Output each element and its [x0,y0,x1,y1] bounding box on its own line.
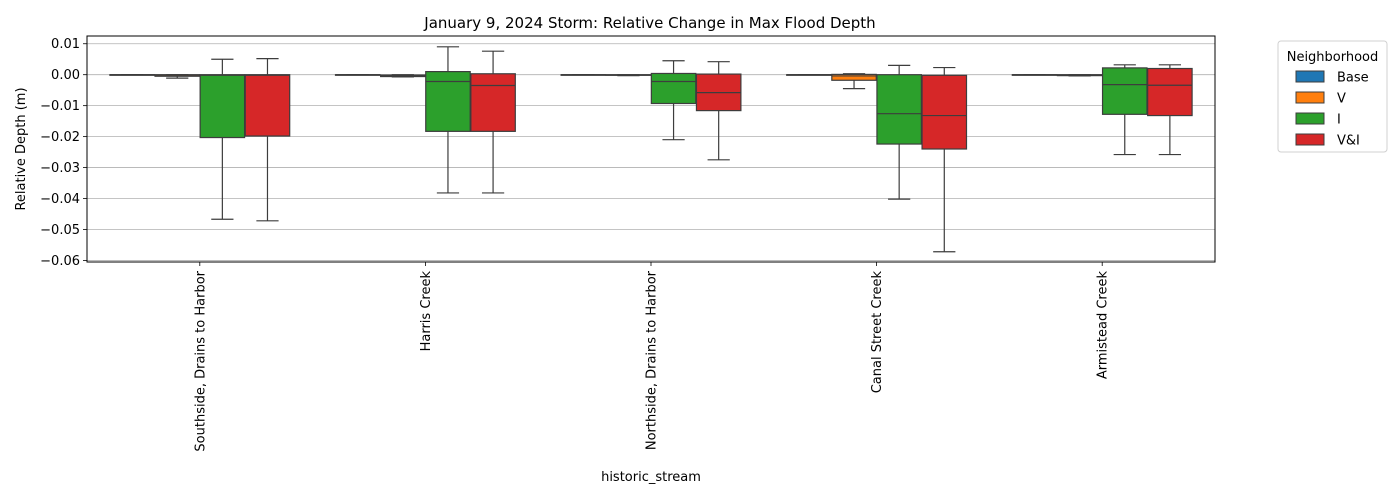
y-tick-label: −0.05 [40,223,80,238]
box-i [425,71,471,132]
box-plot-area [109,46,1193,253]
box-v-i [921,74,968,150]
x-axis-label: historic_stream [601,470,701,485]
y-tick-label: −0.04 [40,192,80,207]
box-v-i [1147,67,1193,117]
legend-swatch [1295,70,1325,83]
box-i [876,74,922,145]
legend-swatch [1295,91,1325,104]
box-v-i [244,74,291,137]
y-tick-label: −0.02 [40,130,80,145]
y-tick-label: 0.00 [51,68,80,83]
box-v [831,73,877,81]
x-tick-label: Harris Creek [419,271,434,352]
x-tick-label: Armistead Creek [1096,271,1111,380]
x-tick-label: Southside, Drains to Harbor [193,270,208,451]
legend-swatch [1295,133,1325,146]
y-tick-label: 0.01 [51,37,80,52]
x-tick-label: Canal Street Creek [870,271,885,394]
legend: Neighborhood Base VI V&I [1277,40,1388,153]
y-tick-label: −0.01 [40,99,80,114]
box-i [199,74,246,139]
legend-label: V [1337,92,1346,107]
box-v-i [470,73,516,132]
legend-label: I [1337,113,1341,128]
box-i [650,72,697,105]
plot-frame [86,35,1216,263]
legend-swatch [1295,112,1325,125]
y-tick-label: −0.06 [40,254,80,269]
y-axis-label: Relative Depth (m) [14,87,29,210]
legend-label: Base [1337,71,1369,86]
y-tick-label: −0.03 [40,161,80,176]
x-axis: Southside, Drains to Harbor Harris Creek N… [193,262,1111,452]
x-tick-label: Northside, Drains to Harbor [645,270,660,450]
legend-title: Neighborhood [1287,50,1379,65]
legend-label: V&I [1337,134,1360,149]
y-axis: 0.01 0.00 −0.01 −0.02 −0.03 −0.04 −0.05 −0.06 [40,37,87,269]
box-i [1101,67,1148,115]
chart-title: January 9, 2024 Storm: Relative Change i… [423,14,875,32]
